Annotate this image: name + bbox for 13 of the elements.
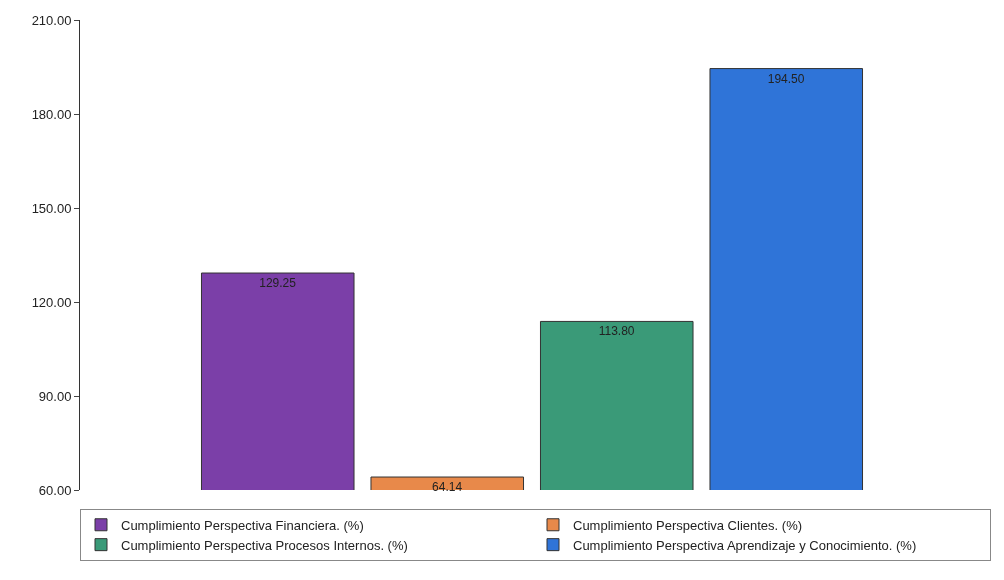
legend-label: Cumplimiento Perspectiva Aprendizaje y Conocimiento. (%)	[573, 537, 917, 553]
legend-label: Cumplimiento Perspectiva Clientes. (%)	[573, 517, 803, 533]
y-tick-label: 90.00	[38, 388, 72, 404]
y-tick-label: 120.00	[31, 294, 72, 310]
legend-label: Cumplimiento Perspectiva Financiera. (%)	[121, 517, 364, 533]
data-label: 129.25	[259, 276, 297, 291]
data-label: 113.80	[598, 324, 635, 339]
y-tick-label: 150.00	[31, 200, 72, 216]
y-tick-label: 60.00	[38, 482, 72, 498]
y-tick-label: 180.00	[31, 106, 72, 122]
legend-label: Cumplimiento Perspectiva Procesos Internos. (%)	[121, 537, 408, 553]
y-tick-label: 210.00	[31, 12, 72, 28]
data-label: 194.50	[767, 71, 805, 86]
